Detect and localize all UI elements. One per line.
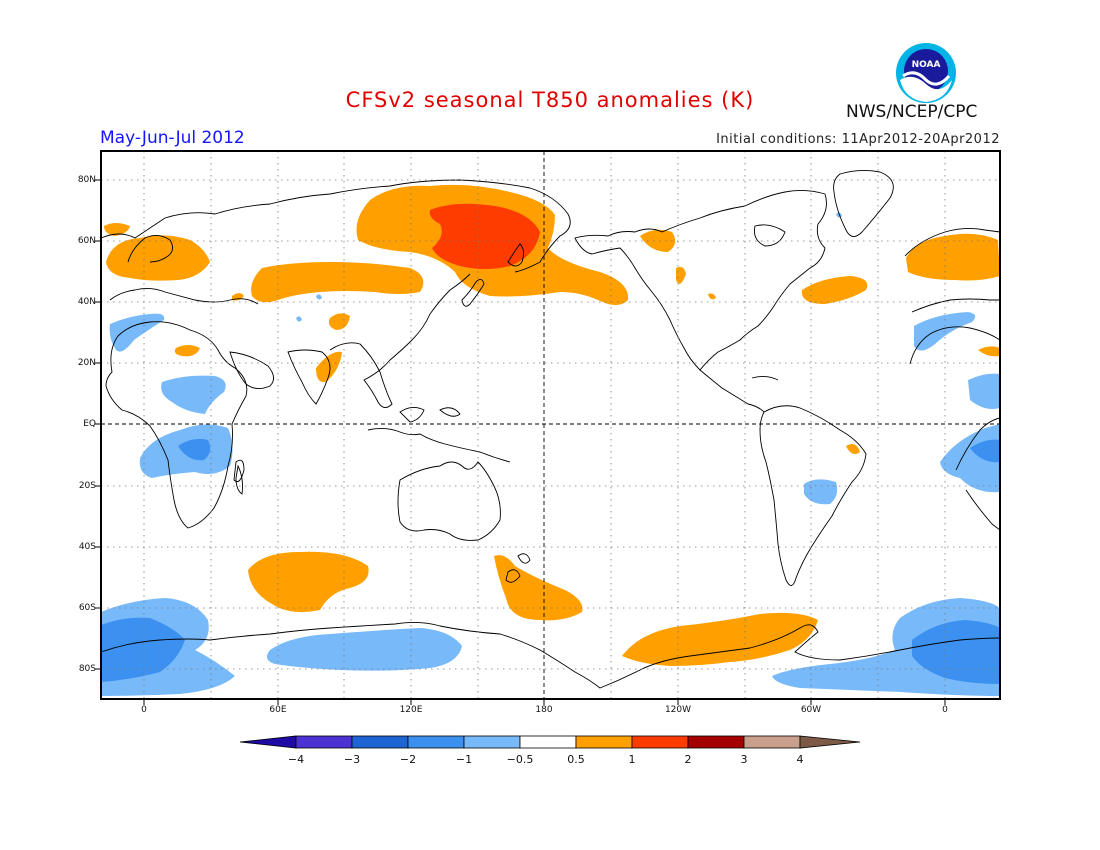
- colorbar-box-9: [743, 735, 801, 749]
- colorbar: [239, 735, 861, 749]
- colorbar-label: 3: [740, 753, 748, 766]
- lat-label: 40S: [78, 542, 96, 552]
- lat-label: 60N: [77, 236, 96, 246]
- lon-label: 180: [535, 705, 553, 715]
- colorbar-label: 4: [796, 753, 804, 766]
- colorbar-box-8: [687, 735, 745, 749]
- lon-label: 60W: [800, 705, 822, 715]
- colorbar-box-4: [463, 735, 521, 749]
- colorbar-label: 2: [684, 753, 692, 766]
- lat-label: 40N: [77, 297, 96, 307]
- warm-anomalies: [104, 184, 1000, 666]
- colorbar-min-arrow: [239, 735, 297, 749]
- lon-label: 120E: [399, 705, 423, 715]
- lon-label: 120W: [664, 705, 692, 715]
- cold-anomalies: [101, 212, 1000, 696]
- map-frame: [100, 150, 1001, 700]
- noaa-logo: NOAA: [896, 43, 956, 103]
- lat-label: 80S: [78, 664, 96, 674]
- lat-label: 60S: [78, 603, 96, 613]
- map-title: CFSv2 seasonal T850 anomalies (K): [345, 88, 755, 112]
- colorbar-label: −1: [455, 753, 473, 766]
- colorbar-label: −3: [343, 753, 361, 766]
- lat-label: EQ: [83, 419, 96, 429]
- colorbar-box-3: [407, 735, 465, 749]
- lat-label: 80N: [77, 175, 96, 185]
- graticule: [101, 151, 1000, 699]
- organization-label: NWS/NCEP/CPC: [846, 102, 978, 122]
- colorbar-label: 1: [628, 753, 636, 766]
- colorbar-box-2: [351, 735, 409, 749]
- coastlines: [101, 169, 1000, 689]
- colorbar-box-1: [295, 735, 353, 749]
- lon-label: 60E: [269, 705, 287, 715]
- season-label: May-Jun-Jul 2012: [100, 128, 245, 148]
- colorbar-box-7: [631, 735, 689, 749]
- lat-label: 20S: [78, 481, 96, 491]
- lon-label: 0: [141, 705, 147, 715]
- axis-ticks: [95, 179, 946, 705]
- colorbar-label: 0.5: [567, 753, 585, 766]
- svg-text:NOAA: NOAA: [912, 60, 941, 70]
- colorbar-box-6: [575, 735, 633, 749]
- equator-dateline: [101, 151, 1000, 699]
- colorbar-label: −2: [399, 753, 417, 766]
- colorbar-label: −4: [287, 753, 305, 766]
- lat-label: 20N: [77, 358, 96, 368]
- initial-conditions-label: Initial conditions: 11Apr2012-20Apr2012: [716, 132, 1000, 147]
- colorbar-box-5: [519, 735, 577, 749]
- lon-label: 0: [942, 705, 948, 715]
- colorbar-max-arrow: [799, 735, 861, 749]
- colorbar-label: −0.5: [506, 753, 534, 766]
